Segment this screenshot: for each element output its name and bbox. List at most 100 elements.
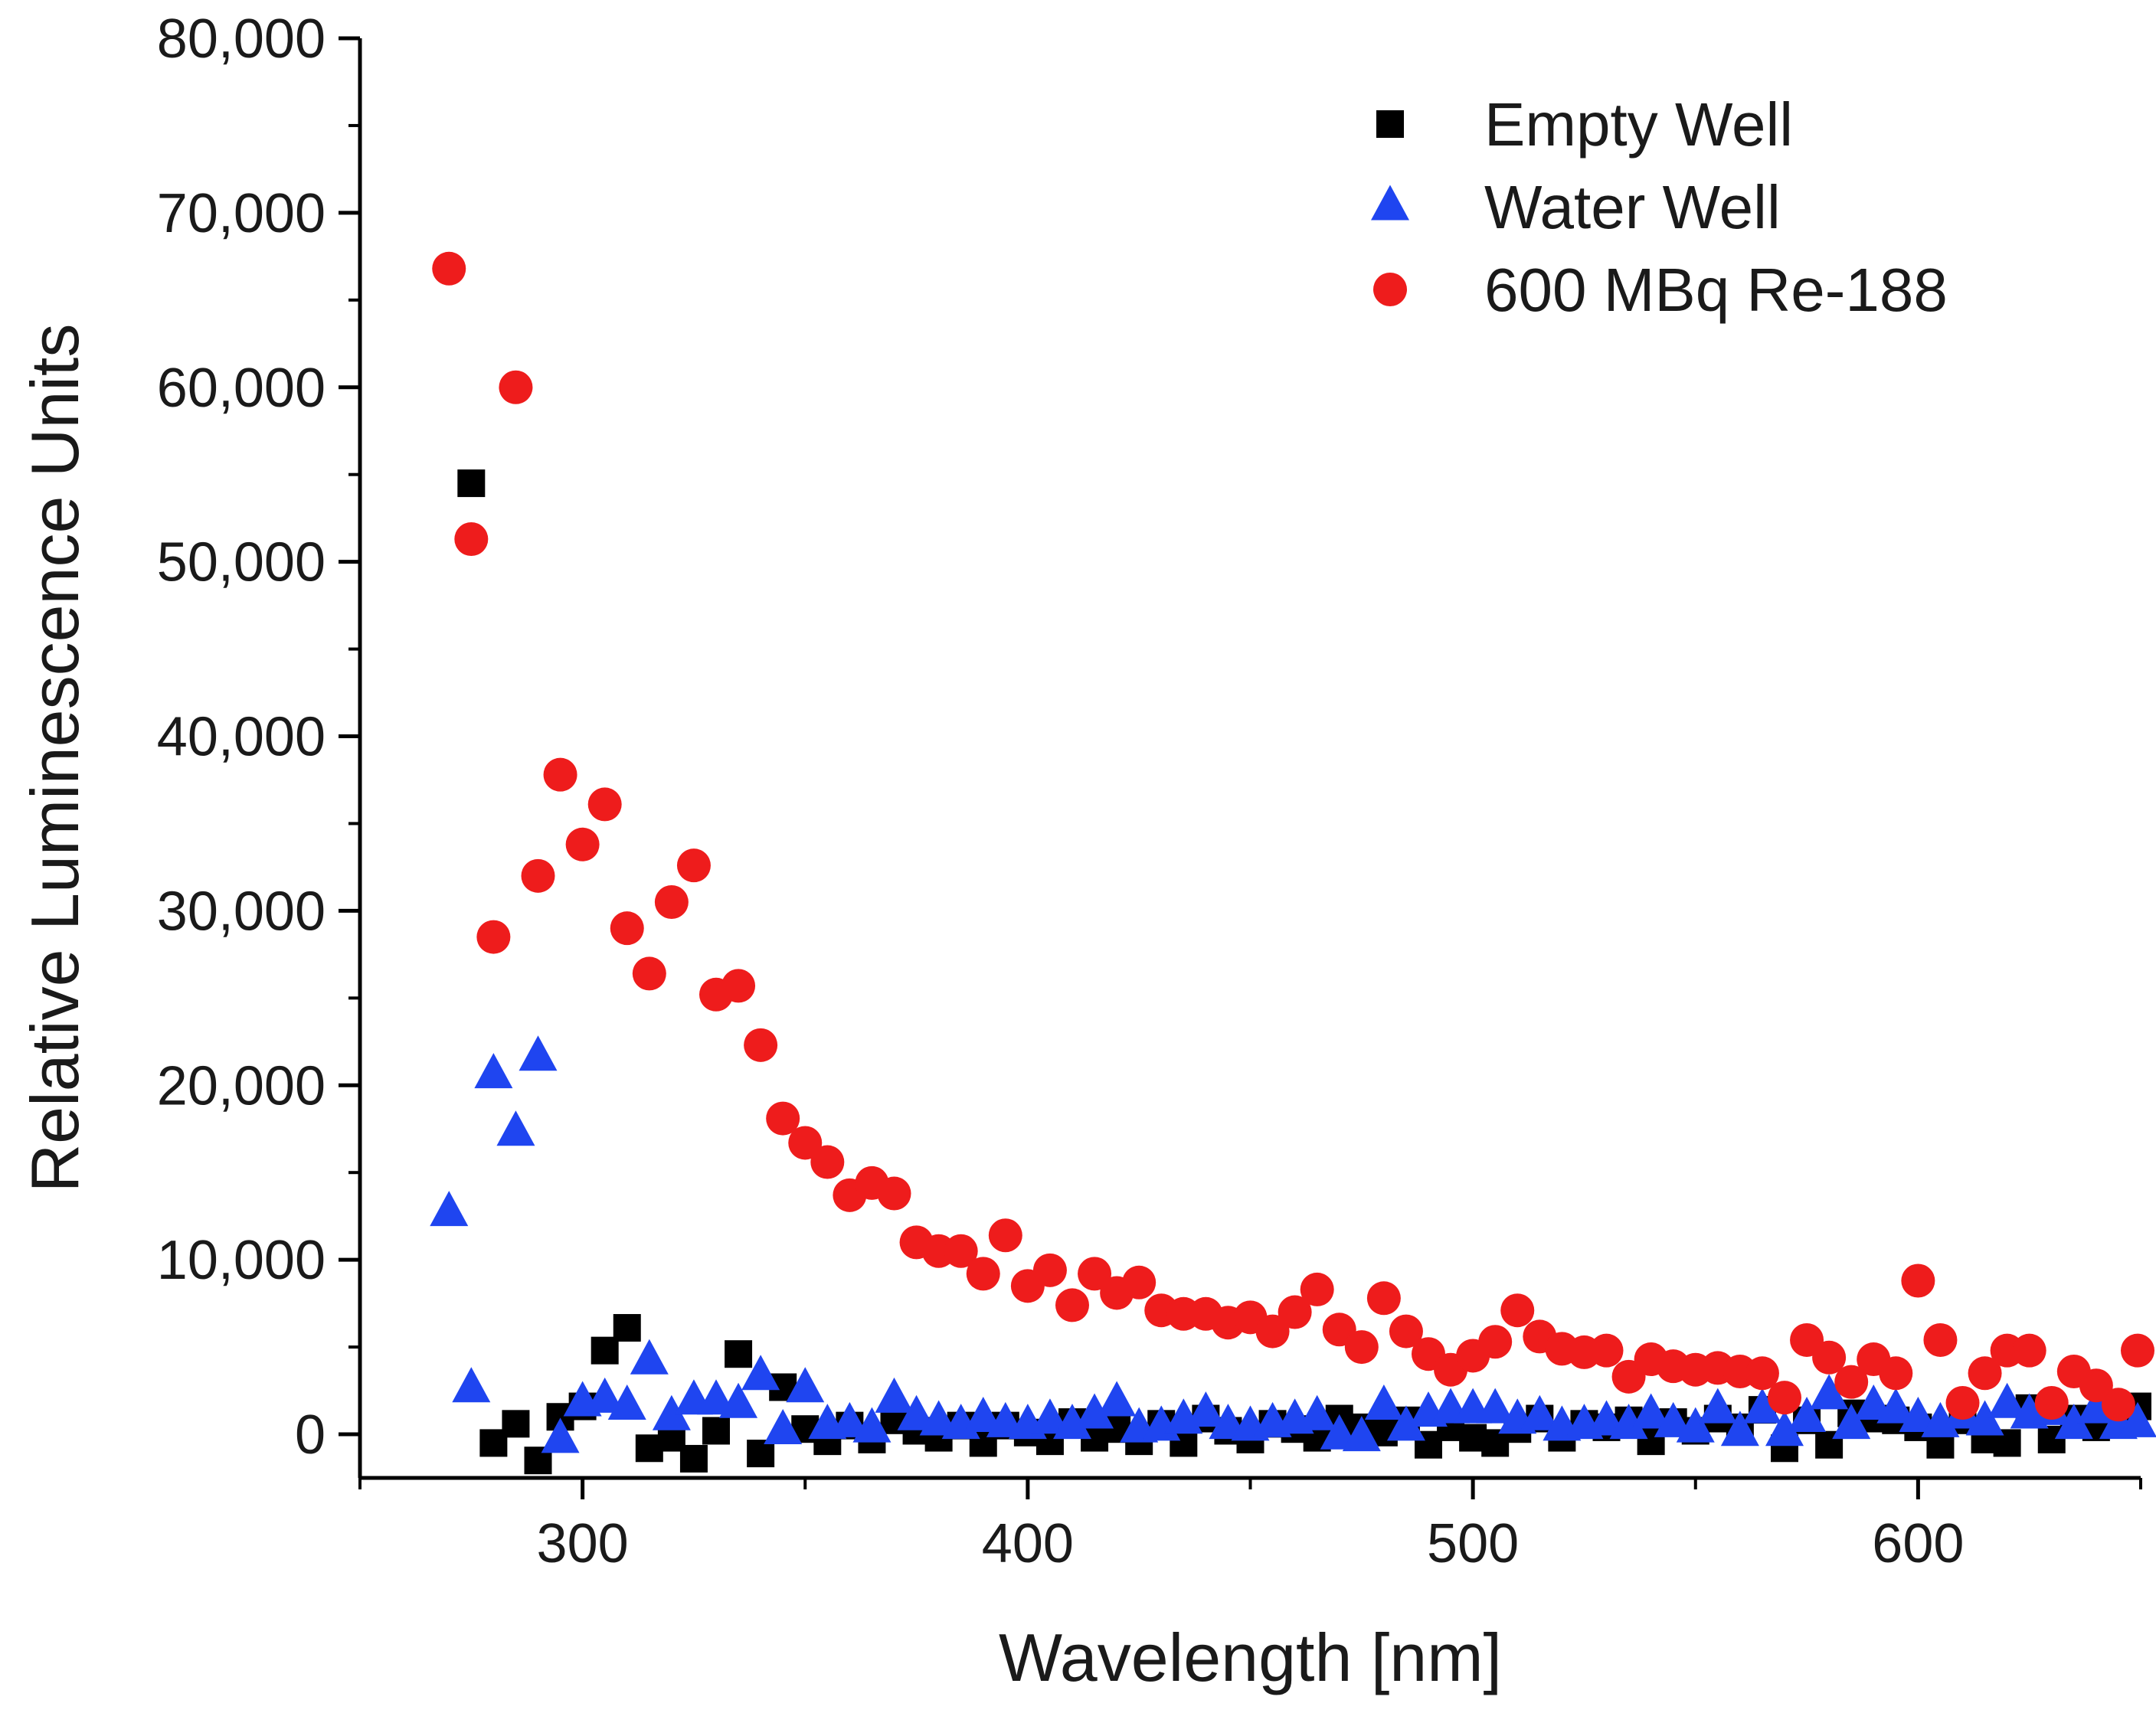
data-point (613, 1314, 641, 1342)
data-point (1988, 1382, 2027, 1418)
data-point (1278, 1295, 1312, 1329)
data-point (744, 1028, 778, 1062)
data-point (1879, 1356, 1913, 1391)
data-point (654, 885, 689, 919)
data-point (697, 1379, 735, 1415)
data-point (452, 1367, 491, 1403)
data-point (1631, 1393, 1670, 1429)
y-tick-label: 50,000 (157, 532, 326, 593)
data-point (1810, 1374, 1849, 1410)
data-point (2118, 1401, 2156, 1437)
data-point (1366, 1281, 1401, 1316)
x-tick-label: 300 (537, 1513, 629, 1574)
data-point (810, 1145, 845, 1179)
data-point (499, 370, 533, 404)
data-point (457, 469, 486, 498)
data-point (741, 1355, 780, 1391)
data-point (875, 1377, 914, 1413)
data-point (1053, 1404, 1091, 1440)
data-point (786, 1367, 825, 1403)
legend-label: 600 MBq Re-188 (1484, 256, 1948, 324)
data-point (1300, 1272, 1334, 1306)
data-point (1834, 1365, 1869, 1399)
x-tick-label: 600 (1872, 1513, 1964, 1574)
data-point (1968, 1356, 2002, 1391)
data-point (2079, 1368, 2113, 1403)
data-point (432, 251, 466, 286)
data-point (585, 1377, 624, 1413)
data-point (1030, 1398, 1069, 1434)
data-point (1812, 1340, 1847, 1375)
data-point (2034, 1386, 2069, 1420)
data-point (632, 956, 666, 991)
data-point (1899, 1397, 1938, 1433)
data-point (1832, 1404, 1871, 1440)
data-point (702, 1417, 730, 1445)
data-point (1297, 1394, 1336, 1430)
series-water-well (430, 1035, 2156, 1453)
data-point (679, 1444, 708, 1473)
data-point (719, 1382, 758, 1418)
data-point (966, 1257, 1000, 1291)
y-tick-label: 70,000 (157, 183, 326, 244)
data-point (1364, 1384, 1403, 1420)
y-tick-label: 30,000 (157, 881, 326, 942)
data-point (1654, 1401, 1693, 1437)
data-point (1923, 1322, 1958, 1357)
data-point (1768, 1381, 1801, 1415)
data-point (1389, 1314, 1423, 1348)
data-point (963, 1397, 1003, 1433)
data-point (1589, 1333, 1624, 1368)
data-point (607, 1384, 646, 1420)
data-point (476, 920, 511, 954)
data-point (652, 1394, 691, 1430)
data-point (944, 1234, 978, 1268)
data-point (519, 1035, 558, 1071)
y-tick-label: 0 (295, 1404, 326, 1466)
y-tick-label: 40,000 (157, 707, 326, 768)
legend-marker (1376, 110, 1404, 138)
data-point (1344, 1330, 1379, 1365)
data-point (747, 1440, 775, 1468)
data-point (565, 827, 600, 861)
data-point (1676, 1407, 1715, 1443)
data-point (1078, 1257, 1112, 1291)
data-point (721, 969, 756, 1003)
data-point (1742, 1388, 1781, 1424)
data-point (430, 1191, 469, 1227)
data-point (676, 848, 711, 883)
data-point (1500, 1293, 1535, 1328)
y-tick-label: 80,000 (157, 8, 326, 70)
y-tick-label: 60,000 (157, 358, 326, 419)
legend: Empty Well Water Well 600 MBq Re-188 (1371, 90, 1948, 324)
data-point (1342, 1416, 1381, 1452)
data-point (1032, 1253, 1067, 1287)
axes: 0 10,000 20,000 30,000 40,000 50,000 60,000 70,… (17, 8, 2142, 1695)
series-600-mbq-re-188 (432, 251, 2154, 1422)
data-point (496, 1110, 535, 1146)
data-point (1945, 1386, 1980, 1420)
x-tick-label: 500 (1427, 1513, 1519, 1574)
data-point (988, 1218, 1022, 1253)
data-point (474, 1053, 513, 1089)
x-tick-label: 400 (982, 1513, 1074, 1574)
legend-marker (1373, 273, 1407, 306)
data-point (1901, 1264, 1935, 1298)
data-point (2101, 1388, 2135, 1422)
data-point (1075, 1393, 1114, 1429)
data-point (1609, 1404, 1648, 1440)
data-point (587, 787, 622, 822)
data-point (919, 1400, 958, 1436)
data-point (764, 1408, 803, 1444)
data-point (630, 1339, 669, 1375)
data-point (502, 1410, 530, 1438)
data-point (2012, 1333, 2046, 1368)
data-point (1055, 1288, 1089, 1322)
data-point (1720, 1411, 1759, 1447)
data-point (852, 1407, 892, 1443)
data-point (1255, 1314, 1290, 1348)
data-point (1476, 1388, 1515, 1424)
legend-label: Empty Well (1484, 90, 1793, 159)
data-point (830, 1401, 869, 1437)
